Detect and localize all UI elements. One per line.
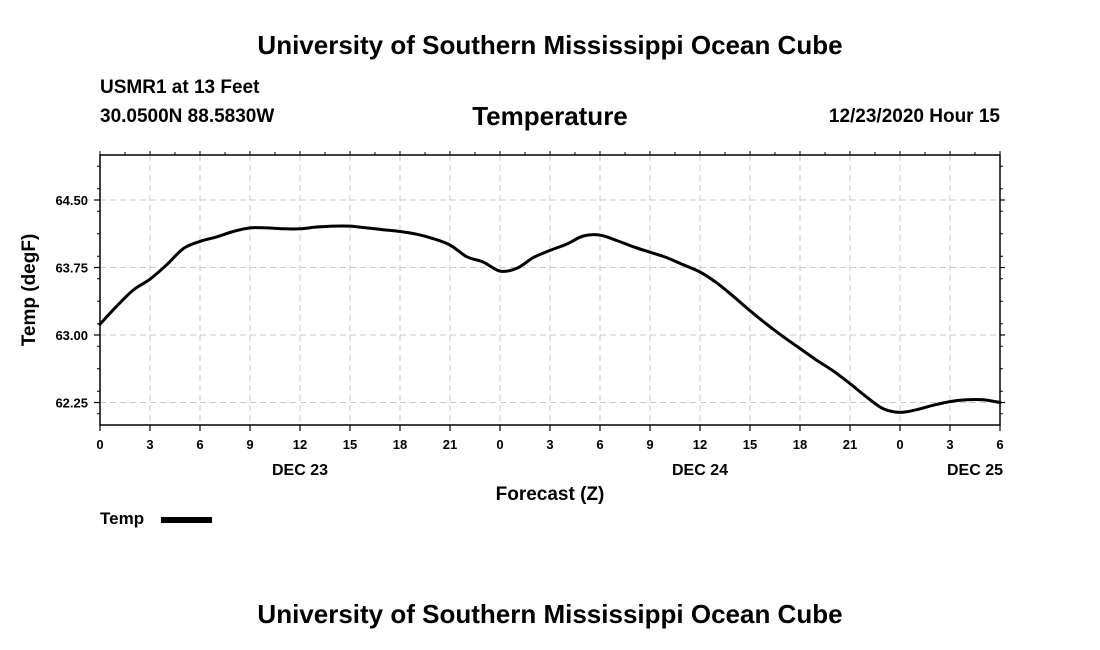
x-tick-label: 0 [96,437,103,452]
data-point [565,243,567,245]
page-title: University of Southern Mississippi Ocean… [257,30,843,60]
data-point [365,227,367,229]
day-label: DEC 23 [272,462,328,479]
data-point [849,382,851,384]
x-tick-label: 12 [293,437,307,452]
data-point [549,249,551,251]
data-point [982,399,984,401]
data-point [965,399,967,401]
data-point [782,336,784,338]
x-tick-label: 18 [393,437,407,452]
legend-line-swatch [161,517,212,523]
data-point [599,234,601,236]
data-point [232,230,234,232]
data-point [182,247,184,249]
data-point [699,271,701,273]
data-point [299,228,301,230]
data-point [932,404,934,406]
data-point [649,251,651,253]
data-point [899,411,901,413]
data-point [282,228,284,230]
data-point [115,305,117,307]
x-tick-label: 15 [343,437,357,452]
data-point [265,227,267,229]
x-tick-label: 0 [896,437,903,452]
x-tick-label: 18 [793,437,807,452]
y-axis-label: Temp (degF) [19,234,40,347]
data-point [399,230,401,232]
data-point [415,233,417,235]
forecast-datetime: 12/23/2020 Hour 15 [828,106,1000,127]
tick-labels: 0 3 6 9 12 15 18 21 0 3 6 9 12 15 18 21 0 3 6 DEC 23 DEC 24 D… [55,193,1003,479]
x-tick-label: 3 [146,437,153,452]
x-tick-label: 6 [596,437,603,452]
x-tick-label: 3 [946,437,953,452]
data-point [715,282,717,284]
data-point [482,261,484,263]
y-tick-label: 63.75 [55,261,88,276]
data-point [315,226,317,228]
data-point [199,240,201,242]
x-tick-label: 21 [443,437,457,452]
data-point [949,400,951,402]
data-point [732,295,734,297]
x-tick-label: 21 [843,437,857,452]
data-point [815,359,817,361]
data-point [349,225,351,227]
data-point [465,256,467,258]
data-point [865,396,867,398]
data-point [665,256,667,258]
station-coords: 30.0500N 88.5830W [100,106,275,127]
data-point [249,227,251,229]
data-point [765,323,767,325]
data-point [799,347,801,349]
data-point [582,235,584,237]
data-point [432,238,434,240]
x-tick-label: 15 [743,437,757,452]
chart-title: Temperature [472,101,628,131]
data-point [99,323,101,325]
data-point [149,278,151,280]
y-tick-label: 64.50 [55,193,88,208]
data-point [532,256,534,258]
tick-marks [94,151,1005,431]
data-point [449,244,451,246]
footer-title: University of Southern Mississippi Ocean… [257,599,843,629]
data-point [632,246,634,248]
data-point [332,225,334,227]
data-point [382,229,384,231]
grid-lines [100,155,1000,425]
data-point [915,409,917,411]
data-point [615,239,617,241]
data-point [832,370,834,372]
y-tick-label: 63.00 [55,328,88,343]
data-point [882,408,884,410]
y-tick-label: 62.25 [55,396,88,411]
x-axis-label: Forecast (Z) [496,484,605,505]
data-point [499,270,501,272]
day-label: DEC 25 [947,462,1003,479]
x-tick-label: 9 [646,437,653,452]
station-label: USMR1 at 13 Feet [100,77,260,98]
data-point [515,267,517,269]
series-layer [98,224,1002,414]
x-tick-label: 9 [246,437,253,452]
data-point [215,236,217,238]
data-point [999,401,1001,403]
data-point [165,264,167,266]
x-tick-label: 0 [496,437,503,452]
series-line-temp [98,224,1002,414]
data-point [749,310,751,312]
data-point [132,289,134,291]
day-label: DEC 24 [672,462,728,479]
data-point [682,264,684,266]
x-tick-label: 12 [693,437,707,452]
x-tick-label: 6 [196,437,203,452]
x-tick-label: 3 [546,437,553,452]
x-tick-label: 6 [996,437,1003,452]
legend-label: Temp [100,509,145,528]
